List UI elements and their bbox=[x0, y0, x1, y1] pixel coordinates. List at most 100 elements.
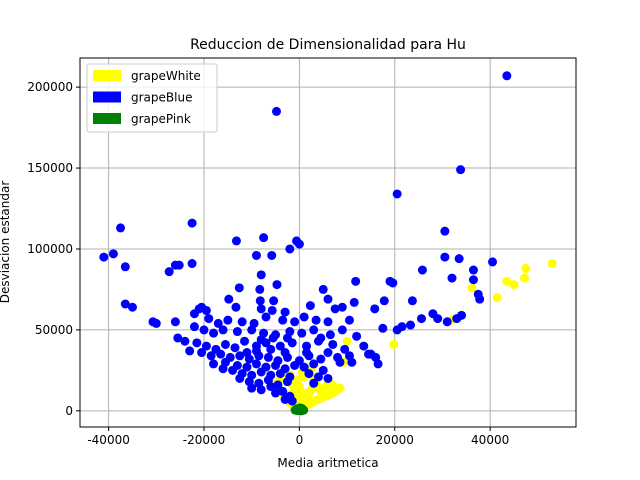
data-point-grapeBlue bbox=[275, 369, 285, 379]
data-point-grapeBlue bbox=[454, 254, 464, 264]
legend-label-grapePink: grapePink bbox=[131, 112, 191, 126]
data-point-grapeBlue bbox=[216, 349, 226, 359]
data-point-grapeBlue bbox=[344, 315, 354, 325]
data-point-grapeBlue bbox=[251, 250, 261, 260]
data-point-grapeBlue bbox=[256, 335, 266, 345]
data-point-grapeBlue bbox=[344, 351, 354, 361]
data-point-grapeBlue bbox=[325, 330, 335, 340]
data-point-grapeBlue bbox=[120, 262, 130, 272]
data-point-grapeBlue bbox=[488, 257, 498, 267]
data-point-grapeBlue bbox=[218, 325, 228, 335]
y-tick-label: 150000 bbox=[27, 161, 73, 175]
legend: grapeWhite grapeBlue grapePink bbox=[86, 63, 218, 133]
data-point-grapeBlue bbox=[417, 265, 427, 275]
data-point-grapeWhite bbox=[521, 263, 531, 273]
data-point-grapeBlue bbox=[323, 317, 333, 327]
data-point-grapeBlue bbox=[266, 382, 276, 392]
data-point-grapeBlue bbox=[272, 280, 282, 290]
data-point-grapeWhite bbox=[389, 339, 399, 349]
data-point-grapeBlue bbox=[433, 314, 443, 324]
data-point-grapeBlue bbox=[468, 265, 478, 275]
data-point-grapeBlue bbox=[271, 106, 281, 116]
data-point-grapeBlue bbox=[148, 317, 158, 327]
legend-swatch-grapeBlue bbox=[93, 91, 121, 103]
data-point-grapeBlue bbox=[299, 362, 309, 372]
data-point-grapeBlue bbox=[318, 284, 328, 294]
data-point-grapeBlue bbox=[280, 394, 290, 404]
data-point-grapeBlue bbox=[180, 336, 190, 346]
data-point-grapeBlue bbox=[187, 259, 197, 269]
data-point-grapeBlue bbox=[278, 315, 288, 325]
data-point-grapeBlue bbox=[256, 367, 266, 377]
x-tick-label: 20000 bbox=[376, 433, 414, 447]
data-point-grapeBlue bbox=[223, 315, 233, 325]
data-point-grapeBlue bbox=[302, 348, 312, 358]
data-point-grapeBlue bbox=[333, 352, 343, 362]
data-point-grapeBlue bbox=[287, 396, 297, 406]
data-point-grapeWhite bbox=[509, 280, 519, 290]
data-point-grapeBlue bbox=[378, 323, 388, 333]
data-point-grapeBlue bbox=[255, 296, 265, 306]
data-point-grapeBlue bbox=[108, 249, 118, 259]
data-point-grapeBlue bbox=[330, 304, 340, 314]
data-point-grapeBlue bbox=[120, 299, 130, 309]
y-axis-title: Desviacion estandar bbox=[0, 181, 12, 304]
data-point-grapeBlue bbox=[235, 373, 245, 383]
data-point-grapeBlue bbox=[305, 301, 315, 311]
data-point-grapeBlue bbox=[323, 294, 333, 304]
data-point-grapeBlue bbox=[192, 338, 202, 348]
data-point-grapeBlue bbox=[266, 344, 276, 354]
y-tick-label: 100000 bbox=[27, 242, 73, 256]
data-point-grapeBlue bbox=[271, 388, 281, 398]
data-point-grapeBlue bbox=[440, 252, 450, 262]
data-point-grapeWhite bbox=[502, 276, 512, 286]
data-point-grapeBlue bbox=[240, 336, 250, 346]
data-point-grapeBlue bbox=[349, 297, 359, 307]
data-point-grapeBlue bbox=[261, 312, 271, 322]
data-point-grapeBlue bbox=[468, 275, 478, 285]
data-point-grapeBlue bbox=[234, 283, 244, 293]
data-point-grapePink bbox=[290, 405, 300, 415]
data-point-grapeBlue bbox=[316, 354, 326, 364]
data-point-grapeBlue bbox=[204, 314, 214, 324]
data-point-grapeBlue bbox=[213, 318, 223, 328]
data-point-grapeBlue bbox=[242, 362, 252, 372]
data-point-grapeWhite bbox=[547, 259, 557, 269]
data-point-grapeBlue bbox=[269, 296, 279, 306]
y-tick-label: 50000 bbox=[35, 323, 73, 337]
legend-label-grapeBlue: grapeBlue bbox=[131, 91, 192, 105]
data-point-grapeBlue bbox=[379, 296, 389, 306]
data-point-grapeBlue bbox=[294, 239, 304, 249]
data-point-grapeBlue bbox=[502, 71, 512, 81]
data-point-grapeBlue bbox=[388, 278, 398, 288]
data-point-grapeBlue bbox=[99, 252, 109, 262]
data-point-grapeBlue bbox=[201, 341, 211, 351]
data-point-grapeBlue bbox=[299, 312, 309, 322]
data-point-grapeBlue bbox=[316, 333, 326, 343]
data-point-grapeBlue bbox=[309, 325, 319, 335]
data-point-grapeWhite bbox=[321, 382, 331, 392]
data-point-grapeWhite bbox=[335, 383, 345, 393]
data-point-grapeBlue bbox=[456, 165, 466, 175]
legend-swatch-grapeWhite bbox=[93, 70, 121, 81]
data-point-grapeBlue bbox=[273, 380, 283, 390]
data-point-grapeBlue bbox=[442, 317, 452, 327]
data-point-grapeBlue bbox=[209, 359, 219, 369]
data-point-grapeBlue bbox=[416, 314, 426, 324]
data-point-grapeBlue bbox=[237, 317, 247, 327]
chart-title: Reduccion de Dimensionalidad para Hu bbox=[190, 37, 466, 53]
data-point-grapeWhite bbox=[519, 273, 529, 283]
data-point-grapeBlue bbox=[304, 369, 314, 379]
data-point-grapeBlue bbox=[282, 377, 292, 387]
data-point-grapeBlue bbox=[267, 305, 277, 315]
data-point-grapeWhite bbox=[328, 380, 338, 390]
data-point-grapeBlue bbox=[285, 244, 295, 254]
data-point-grapeWhite bbox=[292, 375, 302, 385]
data-point-grapeBlue bbox=[352, 331, 362, 341]
data-point-grapeBlue bbox=[189, 309, 199, 319]
data-point-grapeWhite bbox=[492, 293, 502, 303]
data-point-grapeBlue bbox=[323, 348, 333, 358]
data-point-grapeBlue bbox=[340, 344, 350, 354]
data-point-grapeBlue bbox=[173, 333, 183, 343]
data-point-grapeBlue bbox=[255, 284, 265, 294]
